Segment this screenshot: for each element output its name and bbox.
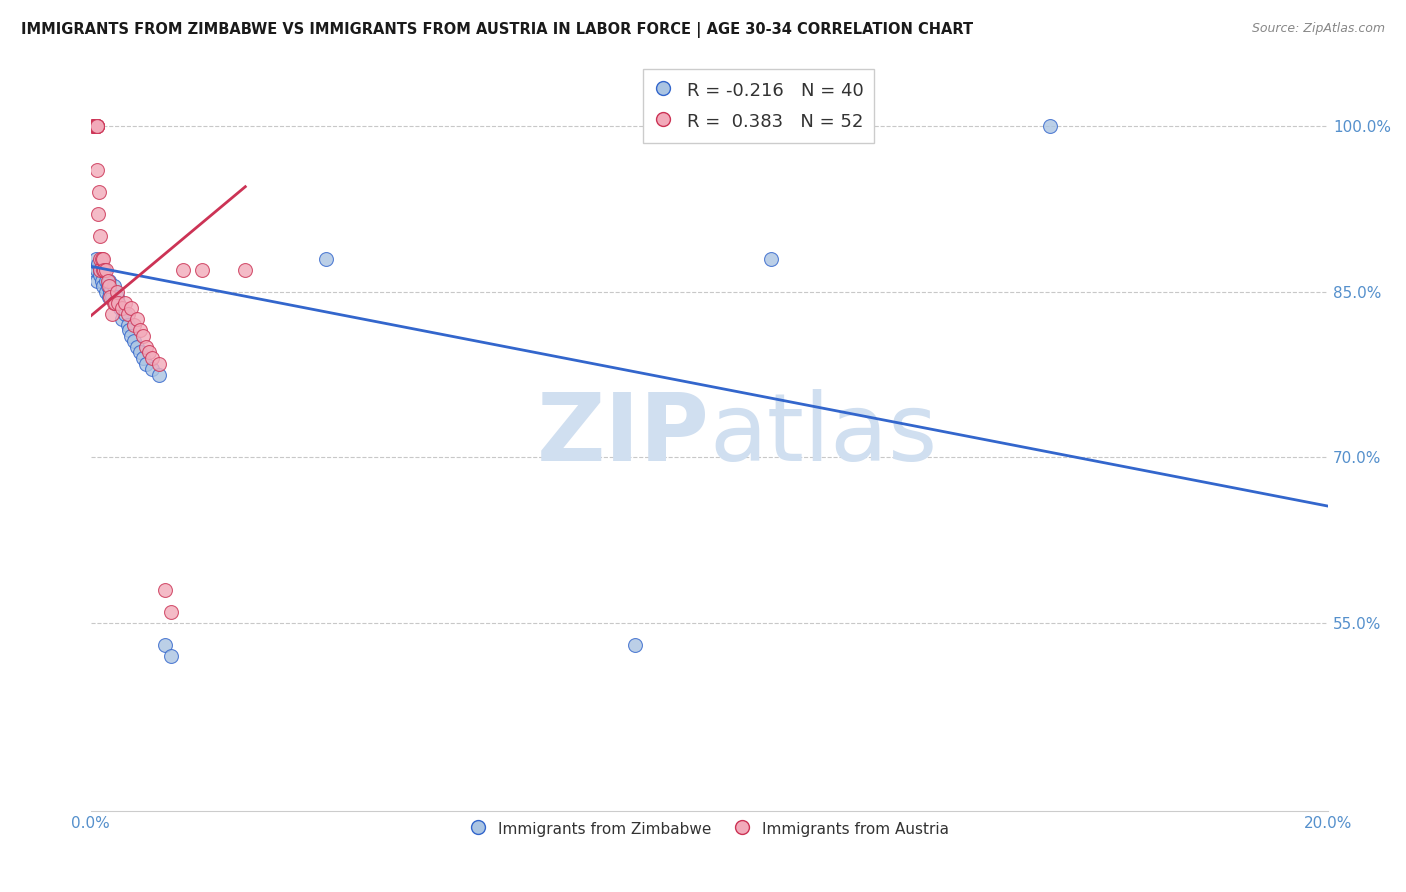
Text: ZIP: ZIP: [537, 390, 710, 482]
Text: IMMIGRANTS FROM ZIMBABWE VS IMMIGRANTS FROM AUSTRIA IN LABOR FORCE | AGE 30-34 C: IMMIGRANTS FROM ZIMBABWE VS IMMIGRANTS F…: [21, 22, 973, 38]
Point: [84, 252, 107, 266]
Point: [135, 340, 157, 354]
Point: [84, 119, 107, 133]
Point: [89, 229, 111, 244]
Point: [104, 295, 127, 310]
Point: [84, 119, 107, 133]
Point: [83, 119, 105, 133]
Legend: Immigrants from Zimbabwe, Immigrants from Austria: Immigrants from Zimbabwe, Immigrants fro…: [464, 814, 955, 845]
Point: [191, 262, 214, 277]
Point: [94, 274, 117, 288]
Point: [132, 351, 155, 365]
Point: [103, 279, 125, 293]
Point: [129, 345, 152, 359]
Point: [104, 295, 127, 310]
Point: [122, 318, 145, 332]
Point: [110, 312, 132, 326]
Point: [86, 119, 108, 133]
Point: [233, 262, 256, 277]
Point: [83, 119, 105, 133]
Point: [141, 351, 163, 365]
Point: [117, 307, 139, 321]
Point: [105, 290, 128, 304]
Point: [101, 290, 124, 304]
Point: [93, 262, 115, 277]
Point: [94, 285, 117, 299]
Point: [90, 274, 112, 288]
Point: [84, 119, 107, 133]
Point: [86, 262, 108, 277]
Point: [86, 119, 108, 133]
Point: [153, 583, 176, 598]
Point: [83, 119, 105, 133]
Text: Source: ZipAtlas.com: Source: ZipAtlas.com: [1251, 22, 1385, 36]
Point: [148, 357, 170, 371]
Point: [101, 307, 124, 321]
Point: [84, 119, 107, 133]
Point: [87, 257, 110, 271]
Point: [89, 268, 111, 282]
Point: [97, 274, 120, 288]
Point: [93, 262, 115, 277]
Point: [117, 318, 139, 332]
Point: [86, 274, 108, 288]
Point: [160, 649, 183, 664]
Point: [1039, 119, 1062, 133]
Point: [89, 262, 111, 277]
Point: [86, 119, 108, 133]
Point: [98, 290, 121, 304]
Point: [129, 323, 152, 337]
Point: [86, 163, 108, 178]
Point: [107, 295, 129, 310]
Point: [761, 252, 783, 266]
Point: [83, 119, 105, 133]
Point: [624, 639, 647, 653]
Point: [91, 262, 114, 277]
Point: [110, 301, 132, 316]
Point: [90, 252, 112, 266]
Point: [141, 362, 163, 376]
Point: [86, 119, 108, 133]
Point: [107, 295, 129, 310]
Point: [100, 290, 122, 304]
Point: [91, 279, 114, 293]
Point: [87, 186, 110, 200]
Point: [98, 274, 121, 288]
Point: [89, 252, 111, 266]
Text: atlas: atlas: [710, 390, 938, 482]
Point: [114, 295, 136, 310]
Point: [153, 639, 176, 653]
Point: [110, 301, 132, 316]
Point: [120, 301, 142, 316]
Point: [87, 207, 110, 221]
Point: [125, 340, 148, 354]
Point: [132, 329, 155, 343]
Point: [172, 262, 194, 277]
Point: [160, 605, 183, 619]
Point: [120, 329, 142, 343]
Point: [118, 323, 141, 337]
Point: [103, 295, 125, 310]
Point: [315, 252, 337, 266]
Point: [83, 262, 105, 277]
Point: [94, 262, 117, 277]
Point: [83, 119, 105, 133]
Point: [91, 252, 114, 266]
Point: [89, 262, 111, 277]
Point: [100, 285, 122, 299]
Point: [86, 119, 108, 133]
Point: [98, 279, 121, 293]
Point: [97, 279, 120, 293]
Point: [122, 334, 145, 349]
Point: [148, 368, 170, 382]
Point: [83, 119, 105, 133]
Point: [86, 119, 108, 133]
Point: [125, 312, 148, 326]
Point: [138, 345, 160, 359]
Point: [135, 357, 157, 371]
Point: [105, 285, 128, 299]
Point: [114, 307, 136, 321]
